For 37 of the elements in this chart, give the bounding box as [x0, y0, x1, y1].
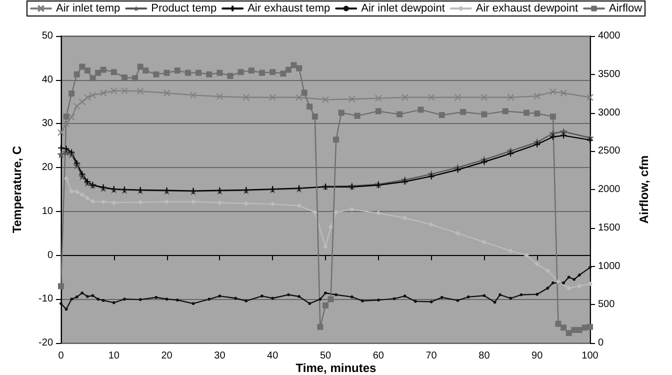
y-tick-label: 10 [42, 206, 54, 217]
y2-tick-label: 4000 [598, 30, 621, 42]
x-tick-label: 40 [267, 350, 279, 362]
y-axis-title: Temperature, C [10, 146, 24, 234]
y-tick-label: 40 [42, 74, 54, 86]
y-tick-label: -10 [38, 294, 54, 305]
y2-tick-label: 2000 [598, 184, 621, 195]
y-tick-label: 20 [42, 162, 54, 174]
x-tick-label: 0 [58, 350, 64, 362]
x-tick-label: 60 [372, 350, 384, 362]
x-tick-label: 70 [426, 350, 438, 362]
legend-label: Product temp [151, 2, 217, 14]
x-tick-label: 10 [108, 350, 120, 362]
y-tick-label: 50 [42, 30, 54, 42]
y-tick-label: 30 [42, 118, 54, 130]
legend-label: Air inlet temp [56, 2, 120, 14]
y2-tick-label: 1500 [598, 222, 621, 234]
y2-axis-title: Airflow, cfm [637, 155, 651, 224]
y2-tick-label: 3000 [598, 107, 621, 118]
y2-tick-label: 1000 [598, 260, 621, 272]
y2-tick-label: 3500 [598, 68, 621, 80]
legend-label: Airflow [609, 2, 642, 14]
x-tick-label: 50 [320, 350, 332, 362]
y-tick-label: -20 [38, 338, 54, 348]
x-tick-label: 20 [161, 350, 173, 362]
x-tick-label: 90 [532, 350, 544, 362]
y-tick-label: 0 [47, 250, 54, 261]
y2-tick-label: 500 [598, 299, 616, 310]
x-tick-label: 80 [478, 350, 490, 362]
legend-label: Air inlet dewpoint [361, 2, 445, 14]
x-tick-label: 30 [214, 350, 226, 362]
x-tick-label: 100 [582, 350, 599, 362]
legend-label: Air exhaust dewpoint [476, 2, 578, 14]
x-axis-title: Time, minutes [296, 361, 377, 375]
y2-tick-label: 2500 [598, 146, 621, 157]
y2-tick-label: 0 [598, 338, 604, 348]
legend-label: Air exhaust temp [248, 2, 330, 14]
